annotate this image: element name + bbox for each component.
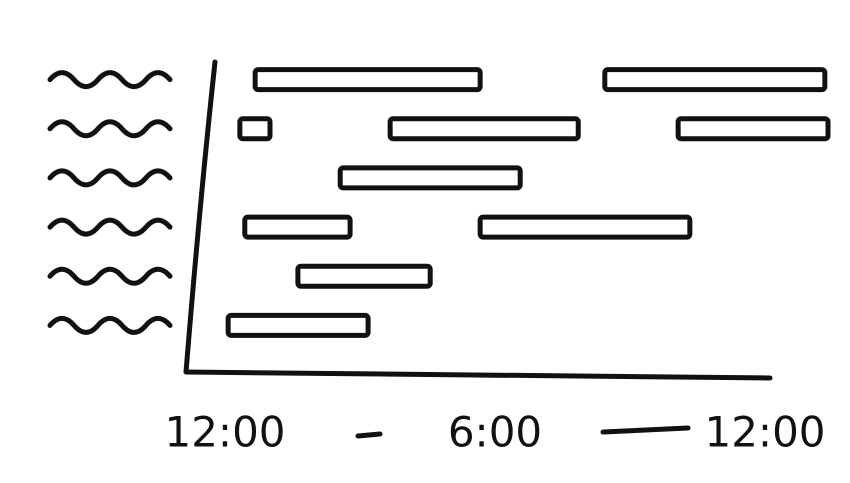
dash	[355, 431, 383, 439]
task-bar	[387, 116, 581, 142]
x-tick-label: 12:00	[704, 408, 825, 457]
x-tick-label: 12:00	[164, 408, 285, 457]
row-label-scribble	[47, 315, 173, 335]
task-bar	[252, 67, 483, 93]
dash	[600, 425, 691, 435]
axes	[183, 59, 773, 381]
task-bar	[295, 263, 433, 289]
task-bar	[337, 165, 523, 191]
task-bar	[602, 67, 828, 93]
row-label-scribble	[47, 217, 173, 237]
row-label-scribble	[47, 70, 173, 90]
x-tick-label: 6:00	[448, 408, 542, 457]
row-label-scribble	[47, 168, 173, 188]
task-bar	[675, 116, 831, 142]
row-label-scribble	[47, 266, 173, 286]
task-bar	[242, 214, 353, 240]
task-bar	[237, 116, 273, 142]
row-label-scribble	[47, 119, 173, 139]
task-bar	[477, 214, 693, 240]
task-bar	[225, 312, 371, 338]
